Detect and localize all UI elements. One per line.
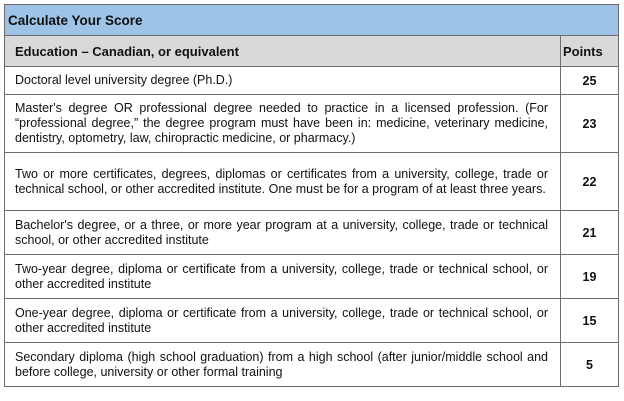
table-row: Two-year degree, diploma or certificate … xyxy=(4,254,619,299)
table-title: Calculate Your Score xyxy=(4,4,619,36)
table-header-row: Education – Canadian, or equivalent Poin… xyxy=(4,35,619,67)
row-points: 22 xyxy=(560,152,619,211)
row-points: 15 xyxy=(560,298,619,343)
table-row: Secondary diploma (high school graduatio… xyxy=(4,342,619,387)
points-column-header: Points xyxy=(560,35,619,67)
table-row: One-year degree, diploma or certificate … xyxy=(4,298,619,343)
row-description: Doctoral level university degree (Ph.D.) xyxy=(4,66,561,95)
row-points: 25 xyxy=(560,66,619,95)
table-row: Two or more certificates, degrees, diplo… xyxy=(4,152,619,211)
row-description: Master's degree OR professional degree n… xyxy=(4,94,561,153)
score-table: Calculate Your Score Education – Canadia… xyxy=(4,4,619,387)
row-description: Two or more certificates, degrees, diplo… xyxy=(4,152,561,211)
score-table-container: Calculate Your Score Education – Canadia… xyxy=(4,4,619,387)
table-row: Doctoral level university degree (Ph.D.)… xyxy=(4,66,619,95)
table-title-row: Calculate Your Score xyxy=(4,4,619,36)
row-description: One-year degree, diploma or certificate … xyxy=(4,298,561,343)
table-row: Master's degree OR professional degree n… xyxy=(4,94,619,153)
row-points: 21 xyxy=(560,210,619,255)
table-row: Bachelor's degree, or a three, or more y… xyxy=(4,210,619,255)
row-description: Bachelor's degree, or a three, or more y… xyxy=(4,210,561,255)
row-description: Secondary diploma (high school graduatio… xyxy=(4,342,561,387)
row-points: 5 xyxy=(560,342,619,387)
row-points: 19 xyxy=(560,254,619,299)
row-points: 23 xyxy=(560,94,619,153)
row-description: Two-year degree, diploma or certificate … xyxy=(4,254,561,299)
education-column-header: Education – Canadian, or equivalent xyxy=(4,35,561,67)
